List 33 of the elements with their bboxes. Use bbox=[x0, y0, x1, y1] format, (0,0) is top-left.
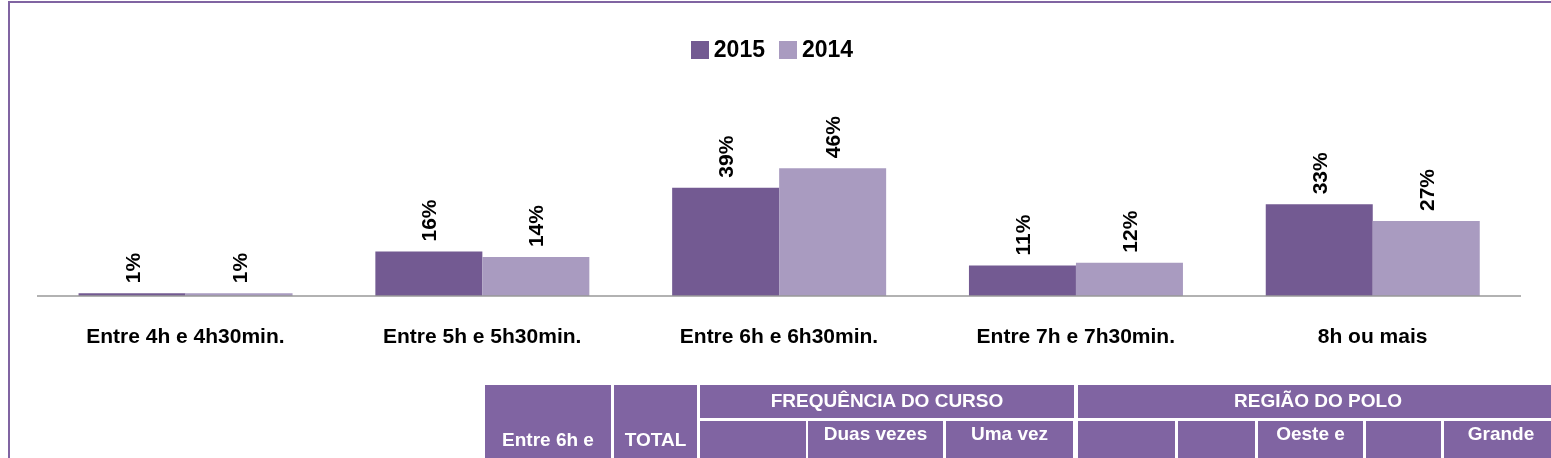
data-label: 33% bbox=[1307, 151, 1331, 195]
text: Oeste e bbox=[1276, 423, 1345, 444]
x-tick-label: Entre 4h e 4h30min. bbox=[86, 323, 285, 347]
data-label: 27% bbox=[1414, 168, 1438, 211]
data-label: 16% bbox=[417, 199, 441, 242]
x-tick-label: 8h ou mais bbox=[1317, 323, 1428, 347]
text: Duas vezes bbox=[823, 423, 928, 444]
bar bbox=[672, 187, 780, 296]
data-label: 1% bbox=[227, 252, 251, 284]
bar bbox=[1265, 204, 1373, 296]
legend-label: 2015 bbox=[713, 36, 765, 63]
bar bbox=[375, 251, 483, 296]
data-label: 39% bbox=[714, 135, 738, 178]
x-tick-label: Entre 6h e 6h30min. bbox=[679, 323, 879, 347]
data-label: 12% bbox=[1117, 210, 1141, 253]
x-tick-label: Entre 5h e 5h30min. bbox=[383, 323, 582, 347]
legend-label: 2014 bbox=[802, 36, 854, 63]
data-label: 11% bbox=[1010, 214, 1034, 256]
text: FREQUÊNCIA DO CURSO bbox=[770, 390, 1004, 411]
bar bbox=[1372, 220, 1480, 296]
text: TOTAL bbox=[624, 429, 687, 450]
data-label: 14% bbox=[524, 204, 548, 248]
data-label: 46% bbox=[821, 115, 845, 159]
text: REGIÃO DO POLO bbox=[1234, 390, 1402, 411]
data-label: 1% bbox=[120, 252, 144, 284]
bar bbox=[482, 257, 590, 296]
bar bbox=[1075, 262, 1183, 296]
text: Uma vez bbox=[970, 423, 1049, 444]
bar bbox=[968, 265, 1076, 296]
text: Entre 6h e bbox=[502, 429, 594, 450]
text: Grande bbox=[1467, 423, 1535, 444]
x-tick-label: Entre 7h e 7h30min. bbox=[976, 323, 1175, 347]
bar bbox=[779, 168, 887, 296]
